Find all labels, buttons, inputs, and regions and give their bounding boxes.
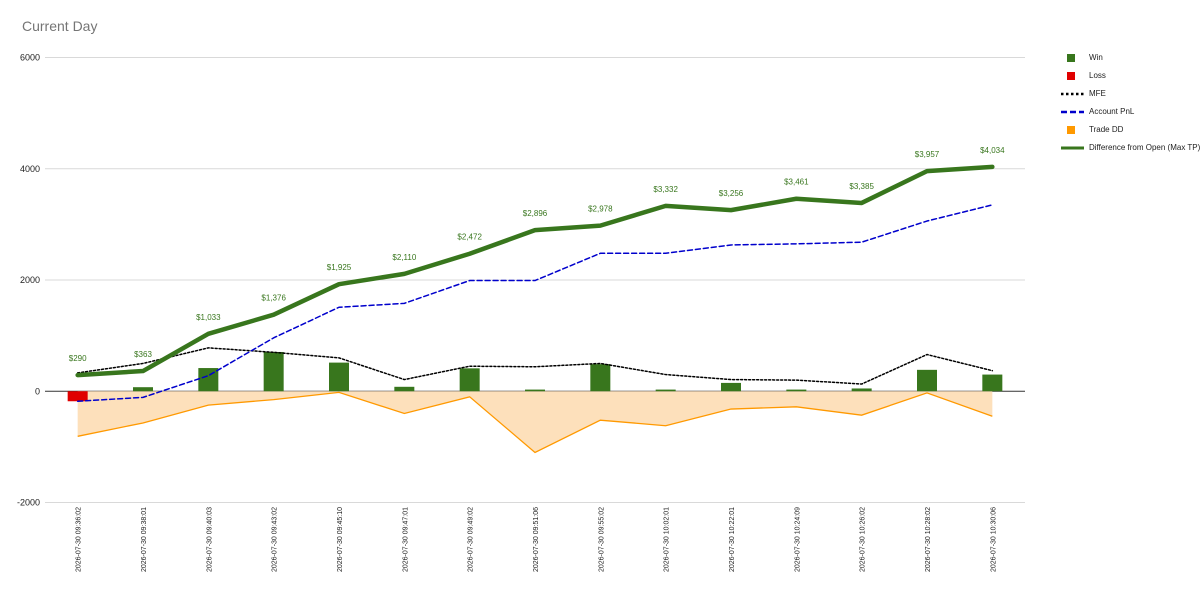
- x-tick-label: 2026-07-30 09:49:02: [468, 507, 475, 572]
- win-bar: [721, 382, 741, 392]
- legend-swatch: [1061, 92, 1084, 96]
- win-bar: [394, 386, 415, 392]
- win-bar: [459, 368, 480, 392]
- data-label: $2,978: [588, 205, 613, 214]
- data-label: $3,256: [719, 189, 744, 198]
- data-label: $363: [134, 350, 152, 359]
- bars-layer: [67, 351, 1003, 402]
- legend-swatch: [1067, 72, 1075, 80]
- legend-swatch: [1061, 146, 1084, 150]
- data-label: $3,385: [849, 182, 874, 191]
- difference-from-open-max-tp-line: [75, 164, 995, 378]
- win-bar: [917, 369, 937, 392]
- data-label: $1,376: [261, 294, 286, 303]
- data-label: $2,472: [457, 233, 482, 242]
- x-tick-label: 2026-07-30 10:24:09: [794, 507, 801, 572]
- data-label: $1,033: [196, 313, 221, 322]
- win-bar: [133, 387, 153, 392]
- legend-label: Difference from Open (Max TP): [1089, 143, 1200, 152]
- y-tick-label: 2000: [20, 275, 40, 285]
- loss-bar: [67, 391, 88, 402]
- x-tick-label: 2026-07-30 10:30:06: [990, 507, 997, 572]
- trade-dd-area: [77, 391, 993, 453]
- account-pnl-line: [76, 204, 994, 403]
- x-tick-label: 2026-07-30 09:40:03: [206, 507, 213, 572]
- chart-title: Current Day: [22, 18, 98, 34]
- legend-label: Trade DD: [1089, 125, 1124, 134]
- axes-layer: -2000 0 2000 4000 6000 2026-07-30 09:36:02 202…: [17, 53, 997, 573]
- x-tick-label: 2026-07-30 10:26:02: [860, 507, 867, 572]
- win-bar: [786, 389, 807, 392]
- mfe-line: [76, 347, 994, 385]
- win-bar: [655, 389, 676, 392]
- x-tick-label: 2026-07-30 09:55:02: [598, 507, 605, 572]
- y-tick-label: 0: [35, 386, 40, 396]
- y-tick-label: -2000: [17, 498, 40, 508]
- data-label: $3,957: [915, 150, 940, 159]
- data-label: $2,896: [523, 209, 548, 218]
- legend-swatch: [1067, 54, 1075, 62]
- win-bar: [590, 364, 611, 392]
- data-labels-layer: $290 $363 $1,033 $1,376 $1,925 $2,110 $2,472 $2…: [69, 146, 1005, 363]
- trade-dd-line: [77, 391, 993, 454]
- win-bar: [198, 368, 219, 392]
- lines-layer: [75, 164, 995, 403]
- x-tick-label: 2026-07-30 10:28:02: [925, 507, 932, 572]
- win-bar: [982, 374, 1003, 392]
- y-tick-label: 4000: [20, 164, 40, 174]
- legend-label: Win: [1089, 53, 1103, 62]
- win-bar: [263, 351, 284, 392]
- legend-swatch: [1061, 110, 1084, 114]
- x-tick-label: 2026-07-30 09:47:01: [402, 507, 409, 572]
- x-tick-label: 2026-07-30 09:45:10: [337, 507, 344, 572]
- legend-swatch: [1067, 126, 1075, 134]
- x-tick-label: 2026-07-30 09:36:02: [76, 507, 83, 572]
- data-label: $4,034: [980, 146, 1005, 155]
- data-label: $3,461: [784, 178, 809, 187]
- x-tick-label: 2026-07-30 10:22:01: [729, 507, 736, 572]
- legend-label: MFE: [1089, 89, 1106, 98]
- legend-label: Account PnL: [1089, 107, 1135, 116]
- x-tick-label: 2026-07-30 10:02:01: [664, 507, 671, 572]
- data-label: $290: [69, 354, 87, 363]
- x-tick-label: 2026-07-30 09:51:06: [533, 507, 540, 572]
- y-tick-label: 6000: [20, 53, 40, 63]
- win-bar: [851, 388, 872, 392]
- data-label: $2,110: [392, 253, 416, 262]
- data-label: $3,332: [653, 185, 678, 194]
- win-bar: [525, 389, 545, 392]
- win-bar: [329, 362, 349, 392]
- x-tick-label: 2026-07-30 09:38:01: [141, 507, 148, 572]
- legend-label: Loss: [1089, 71, 1106, 80]
- data-label: $1,925: [327, 263, 352, 272]
- drawdown-area-layer: [77, 391, 993, 454]
- x-tick-label: 2026-07-30 09:43:02: [272, 507, 279, 572]
